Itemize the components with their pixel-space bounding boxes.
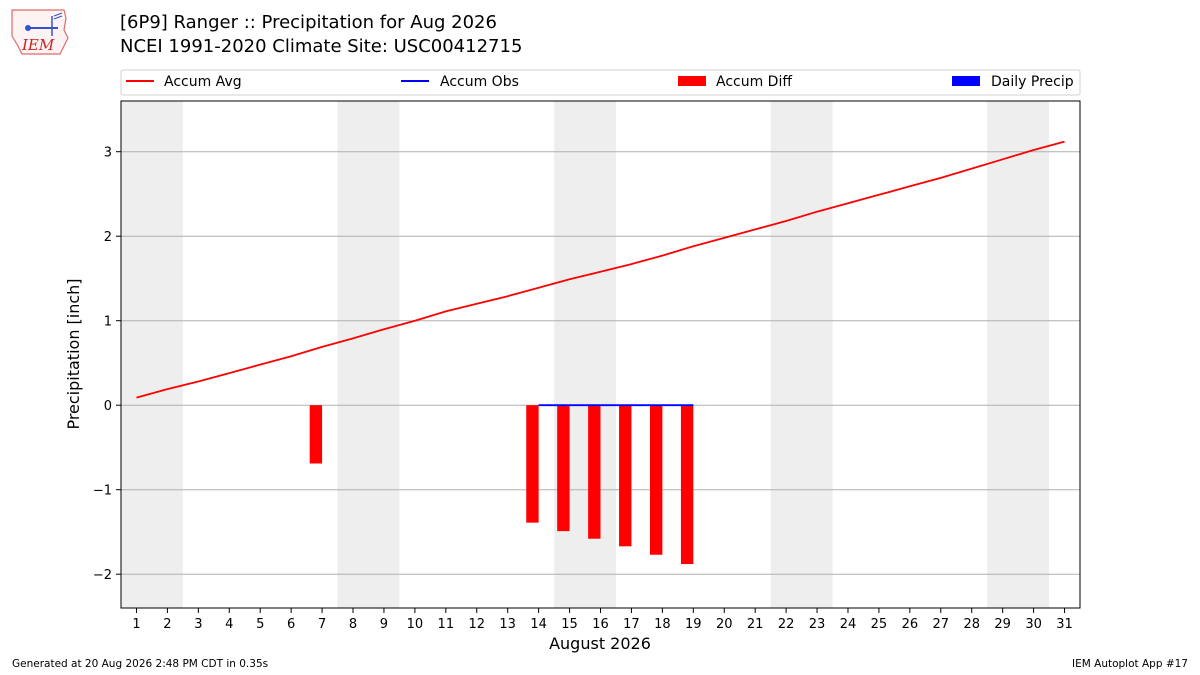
y-tick-label: −1 (93, 484, 112, 499)
x-tick-label: 15 (561, 617, 578, 632)
x-tick-label: 16 (592, 617, 609, 632)
x-tick-label: 8 (349, 617, 357, 632)
x-tick-label: 10 (407, 617, 424, 632)
accum-diff-bar (649, 405, 663, 555)
generated-timestamp: Generated at 20 Aug 2026 2:48 PM CDT in … (12, 658, 269, 670)
x-tick-label: 29 (994, 617, 1011, 632)
x-tick-label: 30 (1025, 617, 1042, 632)
accum-diff-bar (557, 405, 570, 532)
weekend-band (337, 101, 400, 608)
accum-diff-bar (619, 405, 632, 547)
x-tick-label: 2 (163, 617, 171, 632)
legend-frame (120, 69, 1081, 96)
x-tick-label: 17 (623, 617, 640, 632)
accum-diff-bar (588, 405, 601, 539)
x-tick-label: 9 (380, 617, 388, 632)
accum-diff-bars (309, 405, 694, 565)
x-axis-label: August 2026 (549, 634, 651, 653)
x-axis-ticks: 1 2 3 4 5 6 7 8 9 10 11 12 13 14 15 16 17 18 19 20 21 22 23 24 2… (132, 608, 1073, 632)
weekend-band (554, 101, 616, 608)
legend-accum-obs-label: Accum Obs (440, 74, 519, 90)
weekend-band (770, 101, 833, 608)
x-tick-label: 18 (654, 617, 671, 632)
x-tick-label: 3 (194, 617, 202, 632)
accum-avg-line (136, 140, 1065, 399)
legend-accum-diff-swatch (678, 76, 706, 86)
x-tick-label: 20 (716, 617, 733, 632)
legend-daily-precip-swatch (952, 76, 980, 86)
y-tick-label: 3 (104, 146, 112, 161)
legend-accum-diff-label: Accum Diff (716, 74, 792, 90)
y-tick-label: 2 (104, 230, 112, 245)
series-lines (136, 140, 1065, 407)
accum-diff-bar (680, 405, 694, 565)
chart-title: [6P9] Ranger :: Precipitation for Aug 20… (120, 12, 497, 33)
x-tick-label: 25 (871, 617, 888, 632)
autoplot-app-label: IEM Autoplot App #17 (1072, 658, 1188, 670)
weekend-shading (121, 101, 1050, 608)
x-tick-label: 23 (809, 617, 826, 632)
y-axis-ticks: −2 −1 0 1 2 3 (93, 146, 121, 583)
legend-accum-avg-label: Accum Avg (164, 74, 242, 90)
x-tick-label: 31 (1056, 617, 1073, 632)
weekend-band (121, 101, 183, 608)
x-tick-label: 26 (902, 617, 919, 632)
x-tick-label: 28 (963, 617, 980, 632)
weekend-band (987, 101, 1050, 608)
legend: Accum Avg Accum Obs Accum Diff Daily Pre… (120, 69, 1081, 96)
x-tick-label: 13 (499, 617, 516, 632)
accum-diff-bar (526, 405, 539, 523)
y-tick-label: 1 (104, 315, 112, 330)
chart-subtitle: NCEI 1991-2020 Climate Site: USC00412715 (120, 36, 523, 57)
x-tick-label: 12 (468, 617, 485, 632)
x-tick-label: 1 (132, 617, 140, 632)
x-tick-label: 19 (685, 617, 702, 632)
legend-daily-precip-label: Daily Precip (991, 74, 1074, 90)
x-tick-label: 6 (287, 617, 295, 632)
x-tick-label: 5 (256, 617, 264, 632)
y-tick-label: −2 (93, 568, 112, 583)
x-tick-label: 11 (438, 617, 455, 632)
accum-diff-bar (309, 405, 323, 464)
x-tick-label: 27 (933, 617, 950, 632)
x-tick-label: 7 (318, 617, 326, 632)
y-axis-label: Precipitation [inch] (64, 278, 83, 429)
logo-text: IEM (21, 36, 55, 54)
x-tick-label: 4 (225, 617, 233, 632)
x-tick-label: 22 (778, 617, 795, 632)
iem-logo: IEM (11, 9, 69, 55)
x-tick-label: 21 (747, 617, 764, 632)
y-tick-label: 0 (104, 399, 112, 414)
x-tick-label: 24 (840, 617, 857, 632)
x-tick-label: 14 (530, 617, 547, 632)
